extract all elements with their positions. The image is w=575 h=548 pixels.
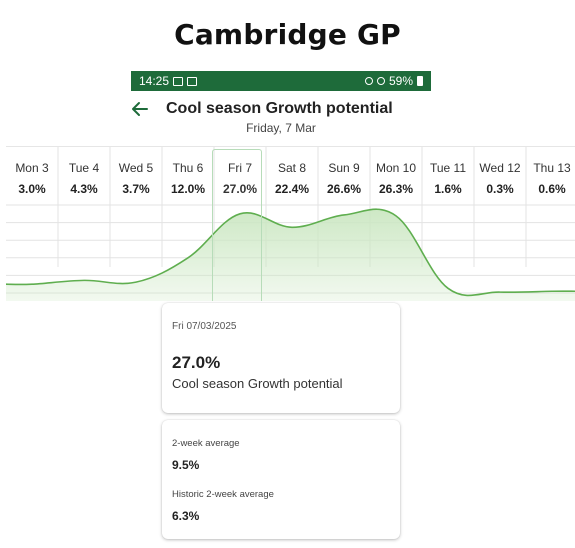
day-column[interactable]: Thu 6 12.0% xyxy=(162,147,214,301)
back-arrow-icon[interactable] xyxy=(131,99,149,119)
day-label: Sat 8 xyxy=(277,161,307,175)
day-label: Tue 4 xyxy=(68,161,100,175)
day-column[interactable]: Mon 3 3.0% xyxy=(6,147,58,301)
day-label: Thu 13 xyxy=(533,161,571,175)
day-column[interactable]: Sun 9 26.6% xyxy=(318,147,370,301)
day-value-label: 27.0% xyxy=(222,182,258,196)
day-label: Wed 12 xyxy=(479,161,521,175)
day-column[interactable]: Mon 10 26.3% xyxy=(370,147,422,301)
detail-value: 27.0% xyxy=(172,353,221,372)
day-value-label: 12.0% xyxy=(170,182,206,196)
day-column[interactable]: Wed 5 3.7% xyxy=(110,147,162,301)
day-label: Mon 3 xyxy=(15,161,49,175)
day-label: Thu 6 xyxy=(172,161,204,175)
screen-subtitle: Friday, 7 Mar xyxy=(246,121,316,135)
growth-series-line xyxy=(6,208,575,297)
day-label: Wed 5 xyxy=(118,161,154,175)
app-header: Cool season Growth potential Friday, 7 M… xyxy=(131,91,431,137)
day-label: Tue 11 xyxy=(429,161,467,175)
day-value-label: 22.4% xyxy=(274,182,310,196)
day-column[interactable]: Tue 4 4.3% xyxy=(58,147,110,301)
growth-chart: Mon 3 3.0% Tue 4 4.3% Wed 5 3.7% Thu 6 12.0% Fri… xyxy=(6,146,575,301)
notification-icon xyxy=(187,76,198,86)
gallery-icon xyxy=(173,76,184,86)
day-value-label: 4.3% xyxy=(70,182,98,196)
day-column[interactable]: Tue 11 1.6% xyxy=(422,147,474,301)
day-value-label: 1.6% xyxy=(434,182,462,196)
day-label: Fri 7 xyxy=(228,161,252,175)
historic-average-label: Historic 2-week average xyxy=(172,489,274,500)
status-time: 14:25 xyxy=(139,74,170,88)
day-label: Sun 9 xyxy=(328,161,360,175)
day-column[interactable]: Fri 7 27.0% xyxy=(214,147,266,301)
status-bar: 14:25 59% xyxy=(131,71,431,91)
page-title: Cambridge GP xyxy=(174,18,401,51)
day-value-label: 3.7% xyxy=(122,182,150,196)
battery-icon xyxy=(417,76,423,86)
historic-average-value: 6.3% xyxy=(172,509,200,523)
selected-day-highlight xyxy=(212,149,262,301)
day-value-label: 0.3% xyxy=(486,182,514,196)
detail-card: Fri 07/03/2025 27.0% Cool season Growth … xyxy=(162,303,400,413)
two-week-average-label: 2-week average xyxy=(172,438,240,449)
growth-chart-svg xyxy=(6,147,575,301)
two-week-average-value: 9.5% xyxy=(172,458,200,472)
wifi-icon xyxy=(376,77,385,85)
day-value-label: 26.6% xyxy=(326,182,362,196)
screen-title: Cool season Growth potential xyxy=(166,100,393,117)
day-value-label: 26.3% xyxy=(378,182,414,196)
day-value-label: 0.6% xyxy=(538,182,566,196)
day-label: Mon 10 xyxy=(375,161,417,175)
detail-date: Fri 07/03/2025 xyxy=(172,321,237,332)
stats-card: 2-week average 9.5% Historic 2-week aver… xyxy=(162,420,400,539)
detail-metric-label: Cool season Growth potential xyxy=(172,376,343,391)
day-column[interactable]: Wed 12 0.3% xyxy=(474,147,526,301)
location-icon xyxy=(364,77,373,85)
battery-level: 59% xyxy=(388,74,413,88)
day-column[interactable]: Thu 13 0.6% xyxy=(526,147,575,301)
day-column[interactable]: Sat 8 22.4% xyxy=(266,147,318,301)
growth-area-fill xyxy=(6,209,575,301)
day-value-label: 3.0% xyxy=(18,182,46,196)
